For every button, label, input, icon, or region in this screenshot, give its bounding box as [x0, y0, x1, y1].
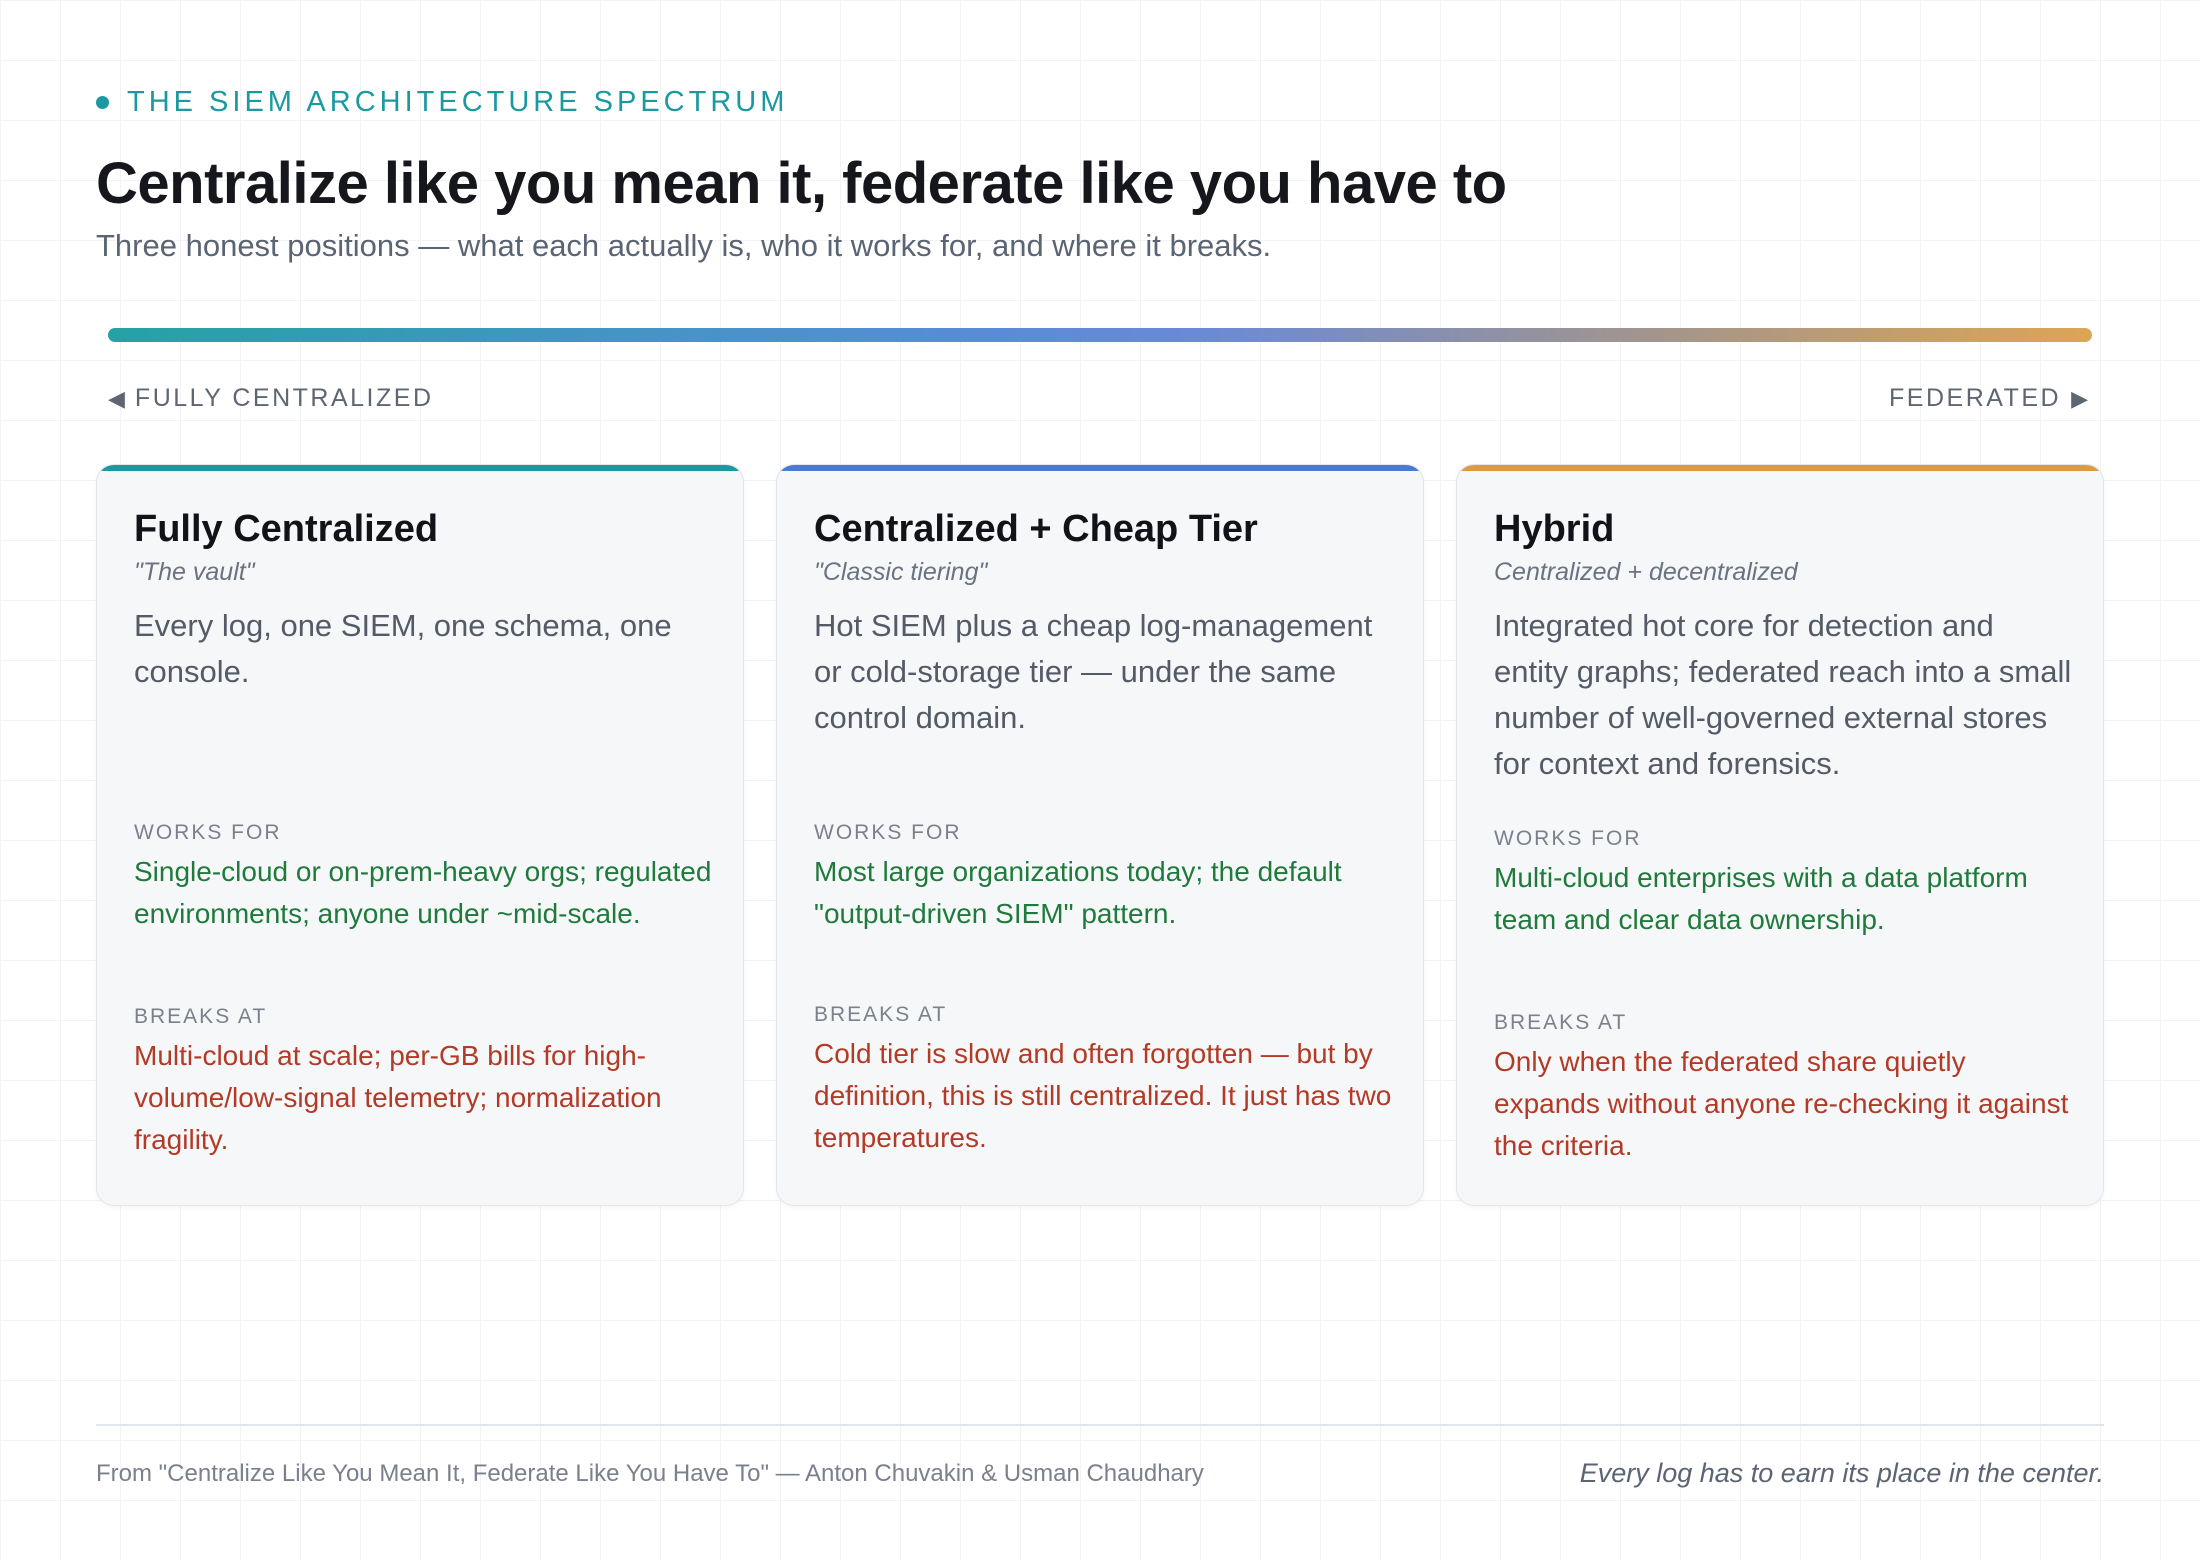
card-tagline: Centralized + decentralized: [1494, 558, 1798, 587]
spectrum-right-label: FEDERATED ▶: [1889, 384, 2088, 413]
eyebrow-dot-icon: [96, 96, 109, 109]
footer-source: From "Centralize Like You Mean It, Feder…: [96, 1460, 1204, 1487]
breaks-at-text: Cold tier is slow and often forgotten — …: [814, 1038, 1392, 1153]
works-for-label: WORKS FOR: [814, 821, 962, 844]
card-tagline: "Classic tiering": [814, 558, 988, 587]
card-description: Integrated hot core for detection and en…: [1494, 608, 2072, 782]
spectrum-left-text: FULLY CENTRALIZED: [134, 384, 434, 412]
breaks-at-label: BREAKS AT: [814, 1003, 948, 1026]
works-for-label: WORKS FOR: [134, 821, 282, 844]
card-accent-bar: [97, 465, 743, 471]
card-fully-centralized: Fully Centralized "The vault" Every log,…: [96, 464, 744, 1206]
eyebrow: THE SIEM ARCHITECTURE SPECTRUM: [96, 86, 788, 119]
arrow-right-icon: ▶: [2071, 385, 2088, 411]
card-title: Fully Centralized: [134, 508, 439, 550]
footer-divider: [96, 1424, 2104, 1426]
footer-tagline: Every log has to earn its place in the c…: [1579, 1458, 2104, 1488]
breaks-at-label: BREAKS AT: [1494, 1011, 1628, 1034]
card-accent-bar: [777, 465, 1423, 471]
page-subtitle: Three honest positions — what each actua…: [96, 228, 1272, 263]
works-for-text: Single-cloud or on-prem-heavy orgs; regu…: [134, 856, 712, 929]
card-description: Every log, one SIEM, one schema, one con…: [134, 608, 672, 690]
spectrum-left-label: ◀ FULLY CENTRALIZED: [108, 384, 434, 413]
works-for-text: Multi-cloud enterprises with a data plat…: [1494, 862, 2028, 935]
eyebrow-label: THE SIEM ARCHITECTURE SPECTRUM: [127, 86, 789, 118]
page: THE SIEM ARCHITECTURE SPECTRUM Centraliz…: [96, 0, 2104, 1560]
works-for-label: WORKS FOR: [1494, 827, 1642, 850]
spectrum-gradient-bar: [108, 328, 2092, 342]
breaks-at-label: BREAKS AT: [134, 1005, 268, 1028]
works-for-text: Most large organizations today; the defa…: [814, 856, 1342, 929]
card-accent-bar: [1457, 465, 2103, 471]
spectrum-right-text: FEDERATED: [1889, 384, 2062, 412]
page-title: Centralize like you mean it, federate li…: [96, 151, 1507, 216]
card-title: Hybrid: [1494, 508, 1615, 550]
arrow-left-icon: ◀: [108, 385, 125, 411]
card-centralized-cheap-tier: Centralized + Cheap Tier "Classic tierin…: [776, 464, 1424, 1206]
card-tagline: "The vault": [134, 558, 255, 587]
breaks-at-text: Multi-cloud at scale; per-GB bills for h…: [134, 1040, 662, 1155]
position-cards: Fully Centralized "The vault" Every log,…: [96, 464, 2104, 1206]
card-description: Hot SIEM plus a cheap log-management or …: [814, 608, 1373, 736]
card-hybrid: Hybrid Centralized + decentralized Integ…: [1456, 464, 2104, 1206]
breaks-at-text: Only when the federated share quietly ex…: [1494, 1046, 2069, 1161]
card-title: Centralized + Cheap Tier: [814, 508, 1258, 550]
